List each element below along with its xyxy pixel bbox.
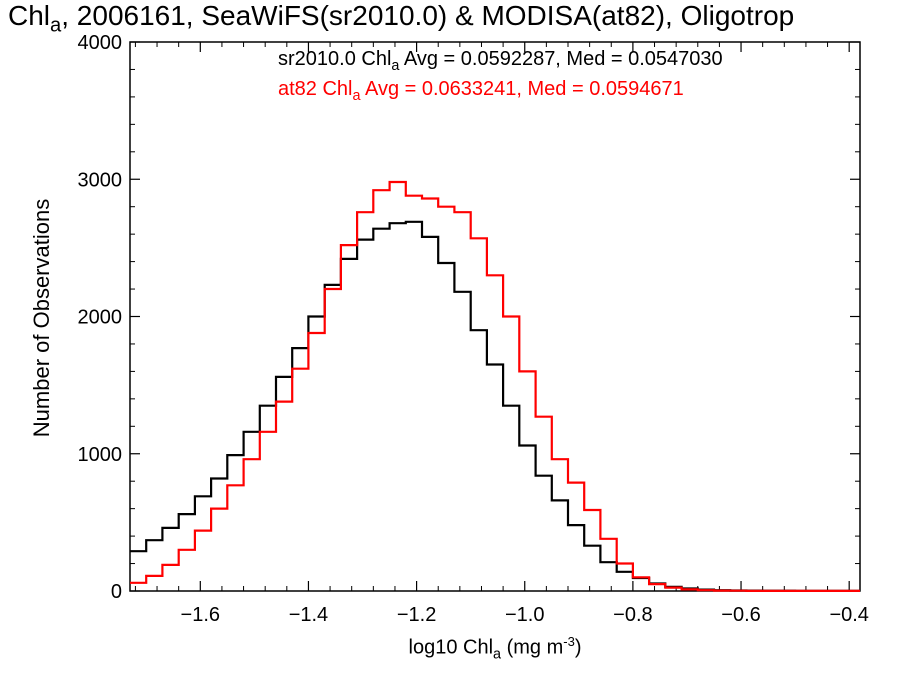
stats-line-at82: at82 Chla Avg = 0.0633241, Med = 0.05946… <box>278 78 684 104</box>
y-tick-label: 3000 <box>78 169 123 191</box>
axis-ticks: −1.6 −1.4 −1.2 −1.0 −0.8 −0.6 −0.4 0 1000 2000 300… <box>78 32 869 626</box>
x-tick-label: −1.0 <box>505 604 544 626</box>
x-tick-label: −0.4 <box>829 604 868 626</box>
x-tick-label: −1.6 <box>181 604 220 626</box>
series-group <box>130 180 860 592</box>
x-tick-label: −0.8 <box>613 604 652 626</box>
y-tick-label: 0 <box>111 581 122 603</box>
series-line-at82 <box>130 180 860 592</box>
plot-frame <box>129 41 861 592</box>
stats-line-sr2010: sr2010.0 Chla Avg = 0.0592287, Med = 0.0… <box>278 48 723 74</box>
y-tick-label: 4000 <box>78 32 123 54</box>
x-tick-label: −1.4 <box>289 604 328 626</box>
x-axis-label: log10 Chla (mg m-3) <box>408 634 582 663</box>
y-tick-label: 2000 <box>78 307 123 329</box>
x-tick-label: −1.2 <box>397 604 436 626</box>
chart-title: Chla, 2006161, SeaWiFS(sr2010.0) & MODIS… <box>8 0 795 37</box>
series-line-sr2010-0 <box>130 220 860 592</box>
x-tick-label: −0.6 <box>721 604 760 626</box>
y-tick-label: 1000 <box>78 444 123 466</box>
